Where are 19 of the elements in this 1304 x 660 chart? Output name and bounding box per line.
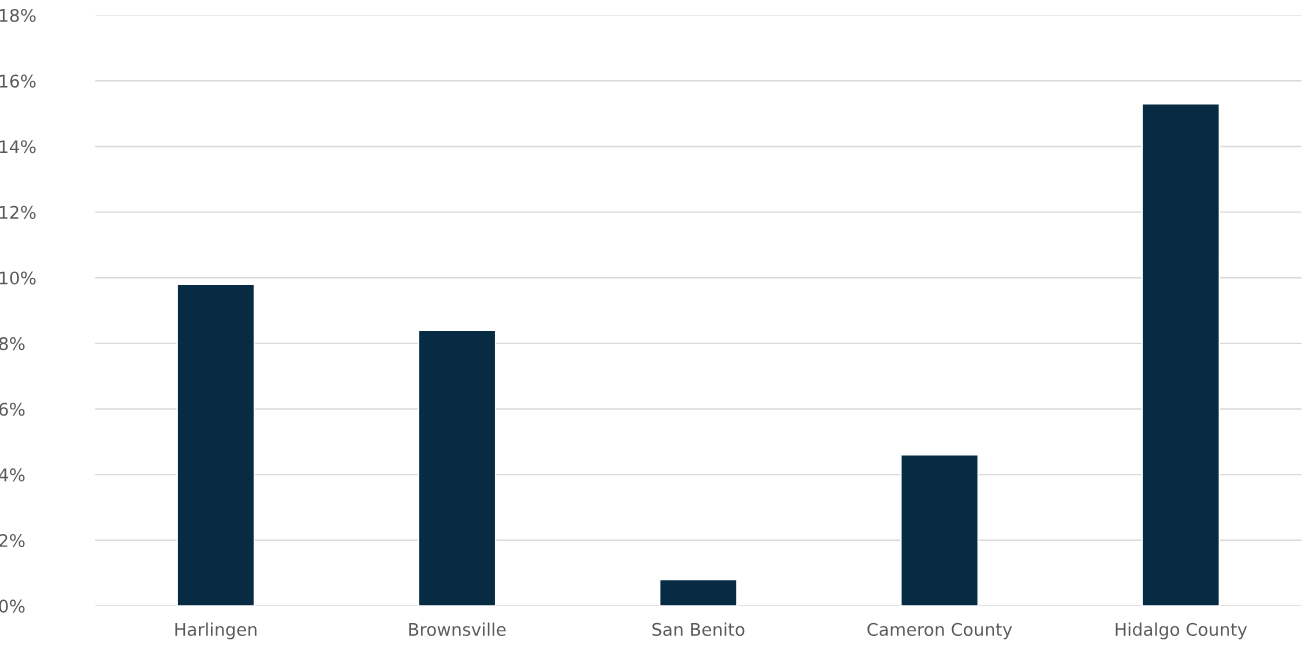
y-tick-label: 16% bbox=[0, 74, 36, 88]
bar bbox=[417, 329, 497, 606]
x-tick-label: Brownsville bbox=[409, 622, 506, 636]
bar bbox=[900, 454, 979, 606]
x-tick-label: Cameron County bbox=[867, 622, 1013, 640]
y-tick-label: 2% bbox=[0, 533, 25, 548]
y-tick-label: 18% bbox=[0, 8, 36, 23]
y-tick-label: 8% bbox=[0, 337, 25, 351]
x-tick-label: San Benito bbox=[652, 622, 745, 636]
y-tick-label: 12% bbox=[0, 205, 36, 219]
y-tick-label: 6% bbox=[0, 402, 25, 416]
y-tick-label: 14% bbox=[0, 140, 36, 154]
x-tick-label: Hidalgo County bbox=[1115, 622, 1247, 640]
y-tick-label: 10% bbox=[0, 271, 36, 285]
bar bbox=[176, 283, 256, 606]
bar bbox=[1141, 103, 1221, 606]
x-tick-label: Harlingen bbox=[175, 622, 257, 640]
y-tick-label: 0% bbox=[0, 599, 25, 613]
bar bbox=[658, 578, 738, 606]
